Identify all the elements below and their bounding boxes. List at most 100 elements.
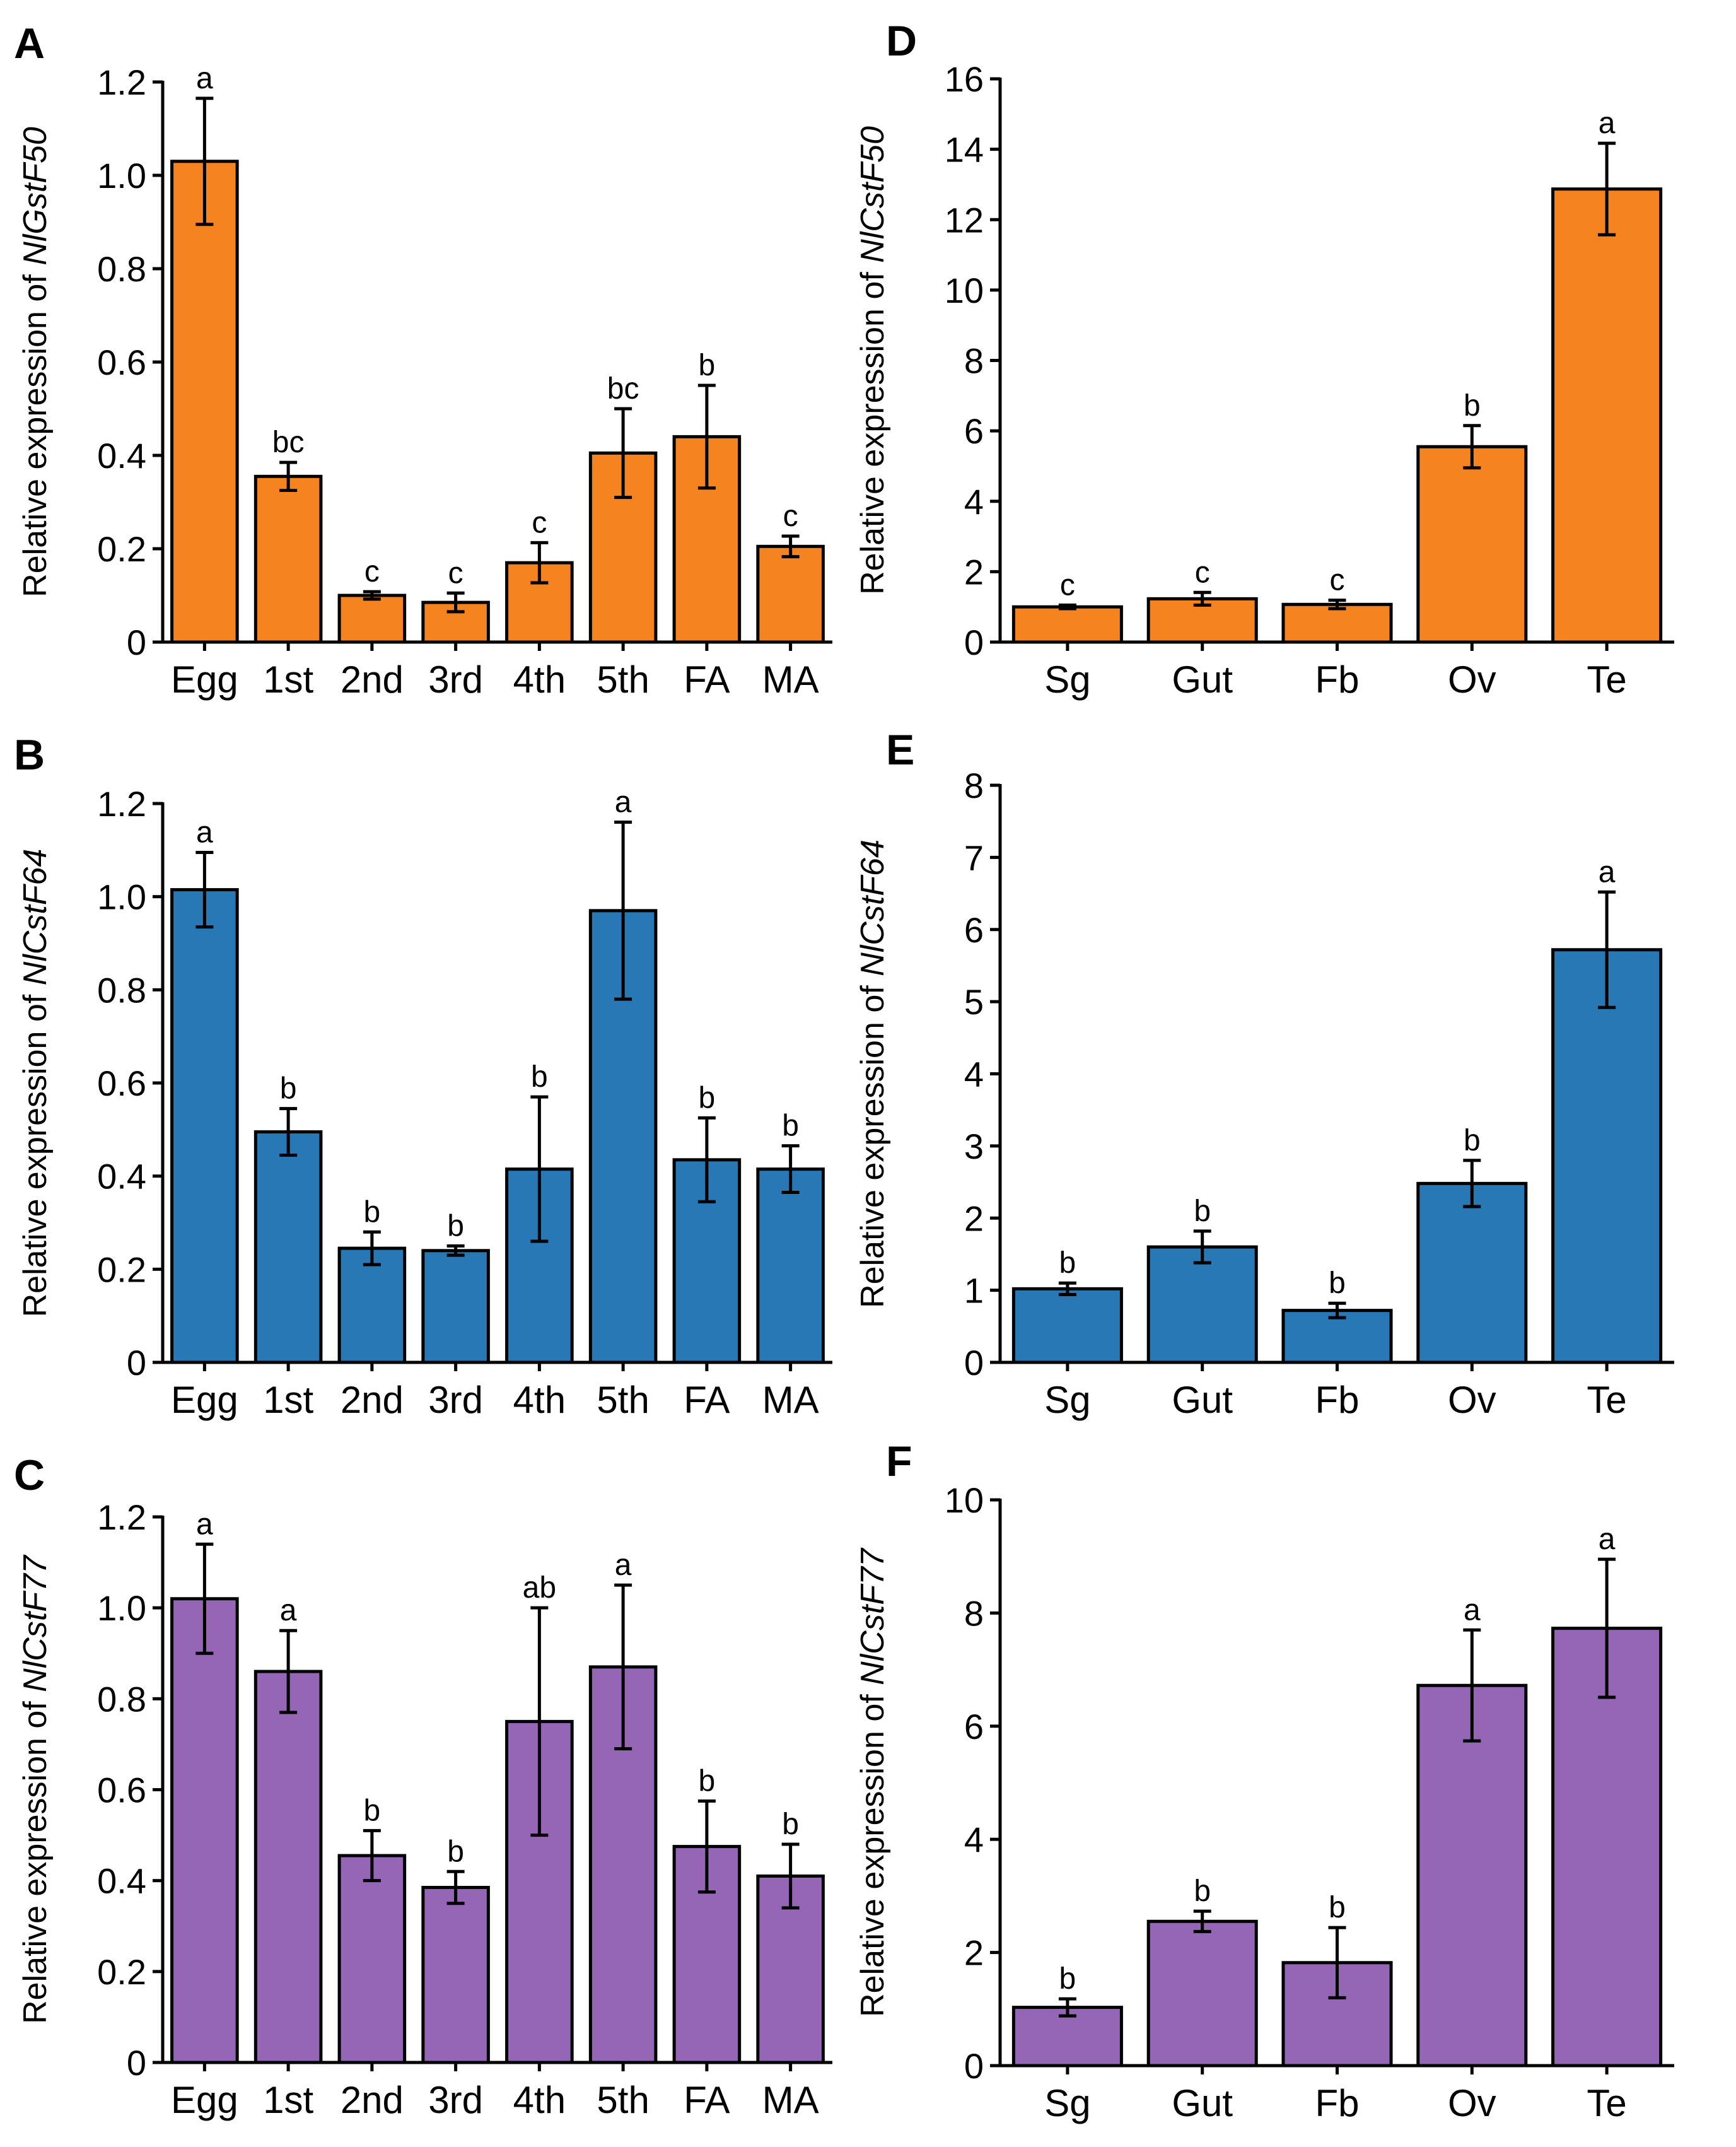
category-label: 1st bbox=[263, 1379, 313, 1421]
y-tick-label: 1.2 bbox=[97, 784, 146, 824]
category-label: FA bbox=[684, 658, 730, 701]
category-label: Ov bbox=[1448, 1379, 1496, 1421]
category-label: Egg bbox=[171, 1379, 238, 1421]
significance-label: b bbox=[364, 1794, 381, 1827]
significance-label: b bbox=[364, 1195, 381, 1229]
significance-label: c bbox=[532, 506, 547, 539]
category-label: Sg bbox=[1044, 2082, 1090, 2124]
y-tick-label: 8 bbox=[964, 341, 984, 381]
significance-label: b bbox=[1059, 1962, 1076, 1996]
y-axis-label-prefix: Relative expression of bbox=[17, 985, 54, 1317]
y-tick-label: 0 bbox=[127, 2043, 146, 2083]
y-tick-label: 0.2 bbox=[97, 529, 146, 569]
y-tick-label: 0.4 bbox=[97, 1861, 146, 1901]
category-label: 4th bbox=[513, 1379, 566, 1421]
y-tick-label: 14 bbox=[945, 130, 984, 170]
significance-label: b bbox=[1194, 1875, 1211, 1908]
y-tick-label: 0.4 bbox=[97, 1157, 146, 1196]
y-axis-label-prefix: Relative expression of bbox=[17, 266, 54, 597]
bar bbox=[337, 1854, 407, 2064]
y-tick-label: 4 bbox=[964, 1055, 984, 1094]
significance-label: b bbox=[782, 1808, 799, 1841]
bar bbox=[170, 888, 239, 1364]
y-axis-label: Relative expression of NlCstF64 bbox=[17, 849, 54, 1318]
category-label: MA bbox=[762, 2079, 819, 2121]
category-label: 3rd bbox=[428, 2079, 483, 2121]
bar bbox=[1011, 1287, 1123, 1364]
y-axis-label-prefix: Relative expression of bbox=[17, 1692, 54, 2024]
bar bbox=[1146, 1919, 1258, 2068]
y-tick-label: 2 bbox=[964, 552, 984, 592]
significance-label: c bbox=[1330, 564, 1345, 597]
y-axis-label: Relative expression of NlCstF77 bbox=[17, 1554, 54, 2024]
y-tick-label: 8 bbox=[964, 766, 984, 805]
y-tick-label: 2 bbox=[964, 1198, 984, 1238]
bar bbox=[170, 1597, 239, 2064]
panel-f: F 0 2 4 6 8 10 Relative expression of NlCstF77 b… bbox=[854, 1437, 1674, 2124]
category-label: Egg bbox=[171, 658, 238, 701]
bar bbox=[1551, 948, 1663, 1364]
y-tick-label: 6 bbox=[964, 1707, 984, 1746]
y-tick-label: 12 bbox=[945, 200, 984, 240]
y-tick-label: 6 bbox=[964, 411, 984, 451]
category-label: 5th bbox=[597, 1379, 649, 1421]
y-tick-label: 0 bbox=[964, 2046, 984, 2086]
panel-letter: B bbox=[14, 731, 45, 779]
y-tick-label: 0 bbox=[964, 1343, 984, 1383]
significance-label: bc bbox=[607, 372, 639, 406]
category-label: 4th bbox=[513, 658, 566, 701]
significance-label: b bbox=[699, 1765, 716, 1798]
significance-label: b bbox=[1464, 389, 1481, 423]
panel-letter: C bbox=[14, 1451, 45, 1499]
bar bbox=[1146, 1245, 1258, 1364]
category-label: 4th bbox=[513, 2079, 566, 2121]
category-label: FA bbox=[684, 1379, 730, 1421]
category-label: 1st bbox=[263, 658, 313, 701]
significance-label: c bbox=[1195, 556, 1210, 589]
y-tick-label: 2 bbox=[964, 1933, 984, 1973]
category-label: Ov bbox=[1448, 2082, 1496, 2124]
y-axis-label: Relative expression of NlCstF50 bbox=[854, 126, 891, 595]
y-tick-label: 0.2 bbox=[97, 1952, 146, 1992]
panel-letter: F bbox=[886, 1437, 912, 1485]
panel-b: B 0 0.2 0.4 0.6 0.8 1.0 1.2 Relative expression … bbox=[14, 731, 832, 1421]
y-tick-label: 0.4 bbox=[97, 436, 146, 476]
category-label: Fb bbox=[1315, 658, 1359, 701]
category-label: 3rd bbox=[428, 658, 483, 701]
significance-label: b bbox=[447, 1835, 464, 1868]
y-tick-label: 7 bbox=[964, 838, 984, 877]
y-axis-label: Relative expression of NlCstF64 bbox=[854, 839, 891, 1308]
bar bbox=[337, 594, 407, 644]
significance-label: a bbox=[280, 1594, 297, 1627]
category-label: 3rd bbox=[428, 1379, 483, 1421]
panel-e: E 0 1 2 3 4 5 6 7 8 Relative expression of NlCstF6… bbox=[854, 726, 1674, 1421]
significance-label: ab bbox=[523, 1571, 556, 1605]
significance-label: a bbox=[196, 62, 213, 95]
bar bbox=[1551, 1627, 1663, 2068]
significance-label: b bbox=[280, 1072, 297, 1106]
category-label: Gut bbox=[1172, 658, 1233, 701]
category-label: Sg bbox=[1044, 658, 1090, 701]
category-label: 1st bbox=[263, 2079, 313, 2121]
bar bbox=[421, 1885, 490, 2064]
significance-label: c bbox=[783, 500, 798, 533]
category-label: 5th bbox=[597, 658, 649, 701]
y-tick-label: 3 bbox=[964, 1126, 984, 1166]
bar bbox=[253, 474, 323, 644]
category-label: Gut bbox=[1172, 2082, 1233, 2124]
y-tick-label: 4 bbox=[964, 482, 984, 522]
significance-label: a bbox=[196, 1507, 213, 1541]
y-axis-label-gene: NlCstF77 bbox=[854, 1547, 891, 1685]
category-label: Gut bbox=[1172, 1379, 1233, 1421]
y-tick-label: 1.0 bbox=[97, 156, 146, 196]
panel-letter: A bbox=[14, 20, 45, 67]
category-label: 2nd bbox=[341, 1379, 404, 1421]
significance-label: b bbox=[531, 1060, 548, 1094]
y-tick-label: 0.6 bbox=[97, 1770, 146, 1810]
y-tick-label: 16 bbox=[945, 59, 984, 99]
significance-label: a bbox=[1599, 1523, 1616, 1556]
y-tick-label: 1.0 bbox=[97, 877, 146, 917]
y-tick-label: 0.2 bbox=[97, 1249, 146, 1289]
y-axis-label-gene: NlGstF50 bbox=[17, 127, 54, 266]
